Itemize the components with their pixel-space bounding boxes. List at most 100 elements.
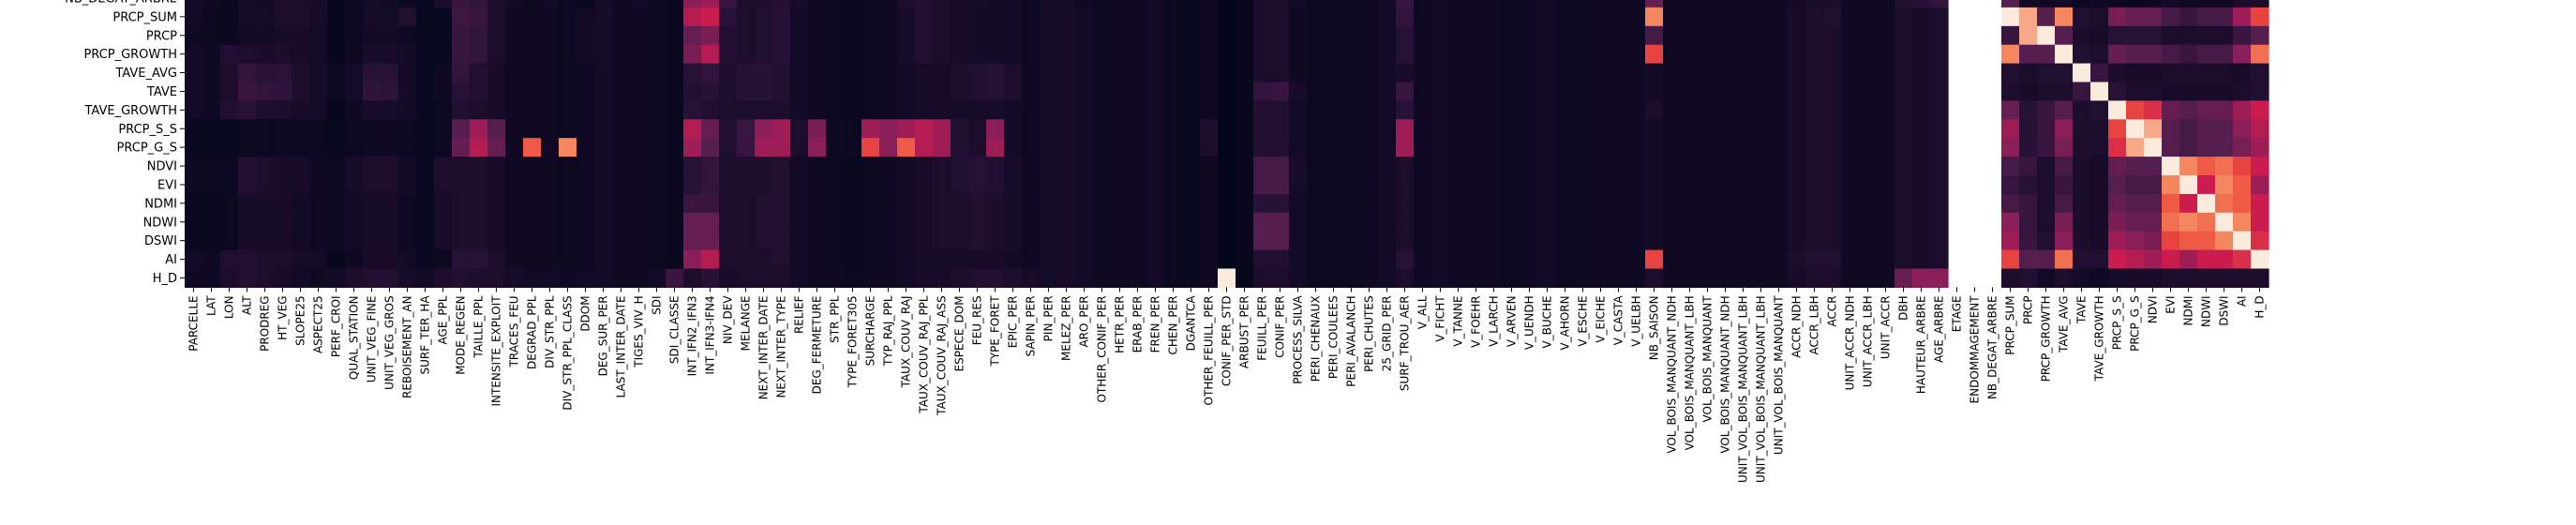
heatmap-cell <box>986 63 1005 83</box>
heatmap-cell <box>879 100 898 120</box>
heatmap-cell <box>398 0 417 8</box>
heatmap-cell <box>1307 0 1325 8</box>
heatmap-cell <box>2126 157 2145 176</box>
heatmap-cell <box>2055 82 2074 101</box>
heatmap-cell <box>185 175 203 195</box>
heatmap-cell <box>2037 44 2056 65</box>
column-label: STR_PPL <box>829 295 842 343</box>
heatmap-cell <box>1770 212 1789 232</box>
heatmap-cell <box>2019 231 2038 251</box>
heatmap-cell <box>861 25 880 46</box>
heatmap-cell <box>808 249 827 270</box>
heatmap-cell <box>309 7 328 27</box>
heatmap-cell <box>861 193 880 214</box>
heatmap-cell <box>1645 231 1664 251</box>
heatmap-cell <box>1040 193 1058 214</box>
heatmap-cell <box>1396 7 1415 27</box>
heatmap-cell <box>1271 7 1290 27</box>
heatmap-cell <box>1396 82 1415 101</box>
heatmap-cell <box>1414 231 1432 251</box>
heatmap-cell <box>915 249 934 270</box>
heatmap-cell <box>2215 157 2234 176</box>
heatmap-cell <box>1182 157 1201 176</box>
heatmap-cell <box>1895 231 1913 251</box>
heatmap-cell <box>1592 119 1610 139</box>
heatmap-cell <box>2090 63 2109 83</box>
column-label: PRODREG <box>259 295 272 351</box>
heatmap-cell <box>1645 138 1664 158</box>
heatmap-cell <box>256 25 275 46</box>
heatmap-cell <box>1556 7 1575 27</box>
heatmap-cell <box>1182 7 1201 27</box>
column-label: OTHER_FEUILL_PER <box>1203 295 1216 405</box>
column-label: CONIF_PER_STD <box>1221 295 1234 386</box>
heatmap-cell <box>1129 25 1147 46</box>
heatmap-cell <box>2108 212 2127 232</box>
heatmap-cell <box>1930 249 1949 270</box>
heatmap-cell <box>1164 249 1183 270</box>
heatmap-cell <box>1503 119 1521 139</box>
heatmap-cell <box>487 157 506 176</box>
heatmap-cell <box>1200 100 1219 120</box>
heatmap-cell <box>701 175 720 195</box>
heatmap-cell <box>292 100 310 120</box>
heatmap-cell <box>1325 119 1343 139</box>
heatmap-cell <box>2108 7 2127 27</box>
heatmap-cell <box>1307 63 1325 83</box>
heatmap-cell <box>1325 212 1343 232</box>
heatmap-cell <box>1895 193 1913 214</box>
heatmap-cell <box>1752 231 1771 251</box>
heatmap-cell <box>1859 157 1878 176</box>
column-label: FREN_PER <box>1149 295 1162 352</box>
heatmap-cell <box>2162 0 2180 8</box>
heatmap-cell <box>1360 193 1379 214</box>
heatmap-cell <box>594 119 613 139</box>
heatmap-cell <box>345 157 364 176</box>
heatmap-cell <box>381 63 399 83</box>
heatmap-cell <box>1930 7 1949 27</box>
heatmap-cell <box>1823 231 1842 251</box>
heatmap-cell <box>1895 212 1913 232</box>
heatmap-cell <box>309 212 328 232</box>
heatmap-cell <box>398 231 417 251</box>
heatmap-cell <box>951 44 969 65</box>
heatmap-cell <box>2215 119 2234 139</box>
heatmap-cell <box>701 0 720 8</box>
heatmap-cell <box>612 100 631 120</box>
heatmap-cell <box>309 100 328 120</box>
heatmap-cell <box>737 138 756 158</box>
heatmap-cell <box>1877 268 1895 288</box>
heatmap-cell <box>594 25 613 46</box>
column-label: TAUX_COUV_RAJ_ASS <box>936 295 949 415</box>
heatmap-cell <box>915 63 934 83</box>
heatmap-cell <box>256 63 275 83</box>
heatmap-cell <box>1218 157 1236 176</box>
heatmap-cell <box>861 119 880 139</box>
heatmap-cell <box>1663 25 1682 46</box>
heatmap-cell <box>523 268 542 288</box>
heatmap-cell <box>559 231 577 251</box>
heatmap-cell <box>772 175 791 195</box>
heatmap-cell <box>2197 7 2216 27</box>
heatmap-cell <box>826 44 845 65</box>
heatmap-cell <box>2073 7 2091 27</box>
heatmap-cell <box>1253 157 1272 176</box>
heatmap-cell <box>1699 231 1717 251</box>
heatmap-cell <box>1895 138 1913 158</box>
heatmap-cell <box>1503 212 1521 232</box>
heatmap-cell <box>1342 7 1361 27</box>
heatmap-cell <box>1681 82 1700 101</box>
heatmap-cell <box>2162 193 2180 214</box>
heatmap-cell <box>897 138 916 158</box>
heatmap-cell <box>1770 175 1789 195</box>
heatmap-cell <box>861 82 880 101</box>
heatmap-cell <box>238 44 257 65</box>
heatmap-cell <box>844 100 862 120</box>
heatmap-cell <box>951 25 969 46</box>
heatmap-cell <box>719 175 738 195</box>
heatmap-cell <box>612 249 631 270</box>
heatmap-cell <box>541 249 560 270</box>
heatmap-cell <box>1770 63 1789 83</box>
heatmap-cell <box>1556 119 1575 139</box>
heatmap-cell <box>719 44 738 65</box>
